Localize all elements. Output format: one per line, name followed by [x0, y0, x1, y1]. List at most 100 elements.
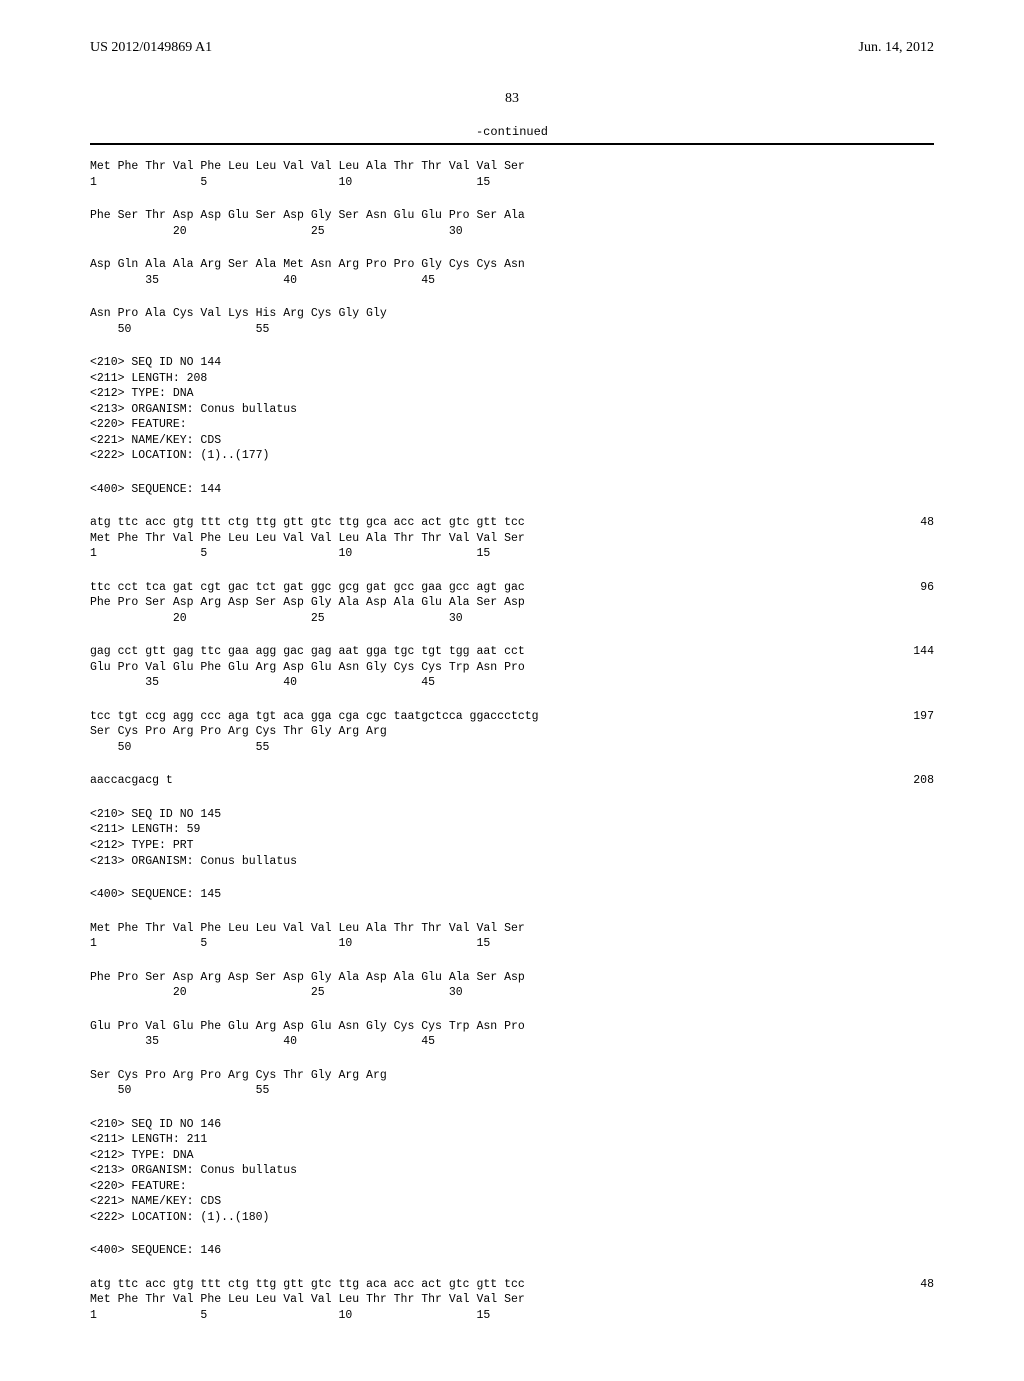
sequence-line: <220> FEATURE: — [90, 417, 934, 433]
sequence-position — [864, 985, 934, 1001]
sequence-line: Met Phe Thr Val Phe Leu Leu Val Val Leu … — [90, 531, 934, 547]
sequence-block: <400> SEQUENCE: 144 — [90, 482, 934, 498]
sequence-position — [864, 595, 934, 611]
sequence-position — [864, 322, 934, 338]
sequence-line: <213> ORGANISM: Conus bullatus — [90, 854, 934, 870]
sequence-position: 48 — [864, 1277, 934, 1293]
sequence-position — [864, 257, 934, 273]
sequence-block: Phe Pro Ser Asp Arg Asp Ser Asp Gly Ala … — [90, 970, 934, 1001]
sequence-text: 35 40 45 — [90, 675, 864, 691]
sequence-position — [864, 1179, 934, 1195]
sequence-position — [864, 1243, 934, 1259]
sequence-block: <210> SEQ ID NO 144<211> LENGTH: 208<212… — [90, 355, 934, 464]
sequence-position — [864, 675, 934, 691]
sequence-position — [864, 1292, 934, 1308]
sequence-position — [864, 724, 934, 740]
sequence-position — [864, 1019, 934, 1035]
sequence-line: <210> SEQ ID NO 146 — [90, 1117, 934, 1133]
sequence-text: atg ttc acc gtg ttt ctg ttg gtt gtc ttg … — [90, 1277, 864, 1293]
sequence-text: 50 55 — [90, 1083, 864, 1099]
sequence-position — [864, 807, 934, 823]
sequence-text: tcc tgt ccg agg ccc aga tgt aca gga cga … — [90, 709, 864, 725]
sequence-position — [864, 546, 934, 562]
top-rule — [90, 143, 934, 145]
sequence-position — [864, 838, 934, 854]
sequence-line: 50 55 — [90, 740, 934, 756]
sequence-position — [864, 611, 934, 627]
sequence-block: <400> SEQUENCE: 146 — [90, 1243, 934, 1259]
sequence-block: Asn Pro Ala Cys Val Lys His Arg Cys Gly … — [90, 306, 934, 337]
sequence-text: 20 25 30 — [90, 985, 864, 1001]
sequence-text: <212> TYPE: PRT — [90, 838, 864, 854]
continued-label: -continued — [90, 125, 934, 139]
sequence-position: 48 — [864, 515, 934, 531]
sequence-text: <220> FEATURE: — [90, 417, 864, 433]
sequence-position — [864, 1194, 934, 1210]
sequence-text: <221> NAME/KEY: CDS — [90, 433, 864, 449]
sequence-text: Phe Ser Thr Asp Asp Glu Ser Asp Gly Ser … — [90, 208, 864, 224]
sequence-line: <221> NAME/KEY: CDS — [90, 1194, 934, 1210]
sequence-position — [864, 433, 934, 449]
sequence-text: 35 40 45 — [90, 273, 864, 289]
sequence-text: 50 55 — [90, 740, 864, 756]
sequence-position — [864, 822, 934, 838]
sequence-position — [864, 417, 934, 433]
sequence-text: Met Phe Thr Val Phe Leu Leu Val Val Leu … — [90, 921, 864, 937]
sequence-line: Glu Pro Val Glu Phe Glu Arg Asp Glu Asn … — [90, 660, 934, 676]
sequence-position — [864, 1117, 934, 1133]
sequence-text: 1 5 10 15 — [90, 546, 864, 562]
sequence-line: <210> SEQ ID NO 145 — [90, 807, 934, 823]
sequence-line: <400> SEQUENCE: 146 — [90, 1243, 934, 1259]
sequence-text: atg ttc acc gtg ttt ctg ttg gtt gtc ttg … — [90, 515, 864, 531]
sequence-text: <211> LENGTH: 208 — [90, 371, 864, 387]
sequence-text: 1 5 10 15 — [90, 1308, 864, 1324]
sequence-line: 20 25 30 — [90, 224, 934, 240]
sequence-position — [864, 1210, 934, 1226]
sequence-line: <222> LOCATION: (1)..(177) — [90, 448, 934, 464]
sequence-text: Ser Cys Pro Arg Pro Arg Cys Thr Gly Arg … — [90, 724, 864, 740]
publication-number: US 2012/0149869 A1 — [90, 40, 212, 56]
sequence-text: Glu Pro Val Glu Phe Glu Arg Asp Glu Asn … — [90, 1019, 864, 1035]
sequence-text: <211> LENGTH: 59 — [90, 822, 864, 838]
sequence-text: 50 55 — [90, 322, 864, 338]
sequence-line: Phe Pro Ser Asp Arg Asp Ser Asp Gly Ala … — [90, 970, 934, 986]
sequence-text: Phe Pro Ser Asp Arg Asp Ser Asp Gly Ala … — [90, 595, 864, 611]
sequence-listing: Met Phe Thr Val Phe Leu Leu Val Val Leu … — [90, 159, 934, 1323]
sequence-text: aaccacgacg t — [90, 773, 864, 789]
sequence-block: Met Phe Thr Val Phe Leu Leu Val Val Leu … — [90, 921, 934, 952]
sequence-text: <213> ORGANISM: Conus bullatus — [90, 402, 864, 418]
sequence-line: <211> LENGTH: 208 — [90, 371, 934, 387]
sequence-position — [864, 1068, 934, 1084]
page-number: 83 — [90, 91, 934, 107]
sequence-line: 1 5 10 15 — [90, 546, 934, 562]
sequence-position — [864, 402, 934, 418]
sequence-line: 20 25 30 — [90, 985, 934, 1001]
sequence-text: <222> LOCATION: (1)..(180) — [90, 1210, 864, 1226]
sequence-position — [864, 482, 934, 498]
sequence-line: atg ttc acc gtg ttt ctg ttg gtt gtc ttg … — [90, 515, 934, 531]
sequence-position — [864, 224, 934, 240]
sequence-position — [864, 887, 934, 903]
sequence-position — [864, 1034, 934, 1050]
sequence-line: <211> LENGTH: 59 — [90, 822, 934, 838]
sequence-text: Met Phe Thr Val Phe Leu Leu Val Val Leu … — [90, 1292, 864, 1308]
sequence-position: 96 — [864, 580, 934, 596]
sequence-line: Phe Ser Thr Asp Asp Glu Ser Asp Gly Ser … — [90, 208, 934, 224]
sequence-text: <212> TYPE: DNA — [90, 386, 864, 402]
sequence-text: Phe Pro Ser Asp Arg Asp Ser Asp Gly Ala … — [90, 970, 864, 986]
sequence-line: <220> FEATURE: — [90, 1179, 934, 1195]
sequence-line: Met Phe Thr Val Phe Leu Leu Val Val Leu … — [90, 921, 934, 937]
sequence-block: Ser Cys Pro Arg Pro Arg Cys Thr Gly Arg … — [90, 1068, 934, 1099]
sequence-line: tcc tgt ccg agg ccc aga tgt aca gga cga … — [90, 709, 934, 725]
sequence-line: 50 55 — [90, 322, 934, 338]
sequence-line: atg ttc acc gtg ttt ctg ttg gtt gtc ttg … — [90, 1277, 934, 1293]
sequence-line: 1 5 10 15 — [90, 1308, 934, 1324]
sequence-text: Met Phe Thr Val Phe Leu Leu Val Val Leu … — [90, 531, 864, 547]
sequence-text: <221> NAME/KEY: CDS — [90, 1194, 864, 1210]
sequence-position — [864, 1148, 934, 1164]
sequence-text: Ser Cys Pro Arg Pro Arg Cys Thr Gly Arg … — [90, 1068, 864, 1084]
sequence-text: <213> ORGANISM: Conus bullatus — [90, 854, 864, 870]
sequence-text: 1 5 10 15 — [90, 936, 864, 952]
sequence-text: 20 25 30 — [90, 611, 864, 627]
sequence-text: Asp Gln Ala Ala Arg Ser Ala Met Asn Arg … — [90, 257, 864, 273]
